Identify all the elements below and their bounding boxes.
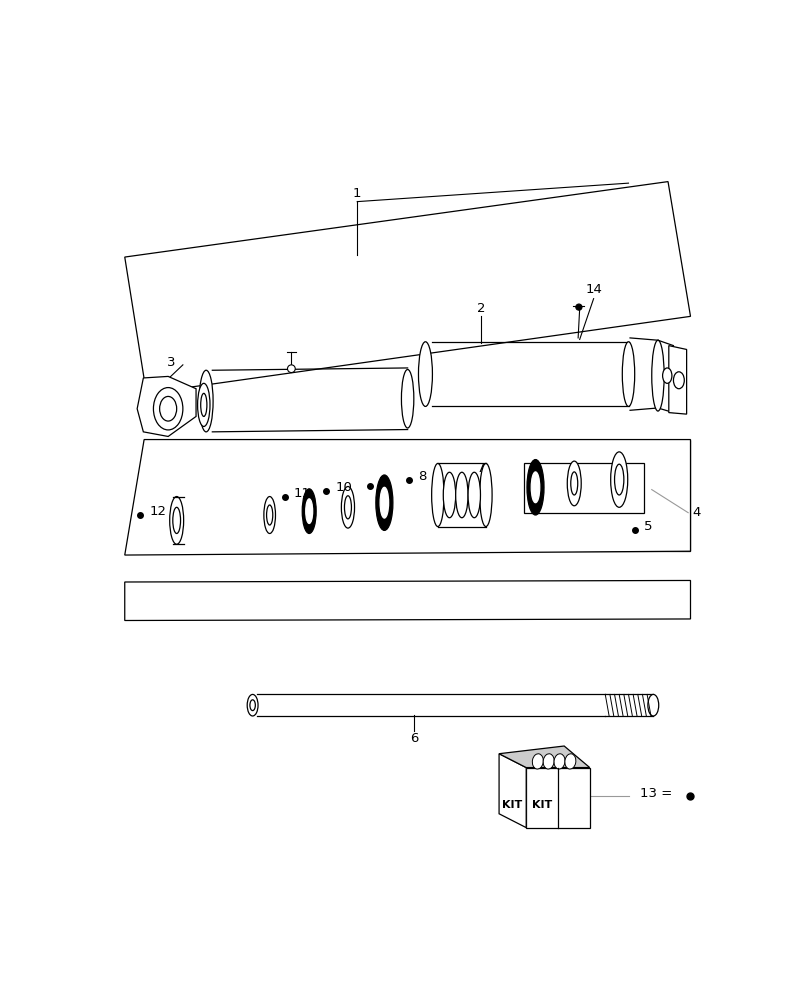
Ellipse shape [532,754,543,769]
Polygon shape [668,346,686,414]
Ellipse shape [526,460,543,515]
Text: 2: 2 [476,302,485,315]
Text: 11: 11 [294,487,311,500]
Ellipse shape [564,754,575,769]
Text: 7: 7 [476,462,485,475]
Text: 3: 3 [167,356,175,369]
Ellipse shape [567,461,581,506]
Ellipse shape [169,497,183,544]
Ellipse shape [199,370,212,432]
Polygon shape [125,182,689,393]
Ellipse shape [479,463,491,527]
Ellipse shape [575,304,581,310]
Ellipse shape [302,489,315,533]
Ellipse shape [467,472,480,518]
Ellipse shape [250,700,255,711]
Polygon shape [125,580,689,620]
Polygon shape [499,754,526,828]
Ellipse shape [570,472,577,495]
Ellipse shape [197,383,210,426]
Ellipse shape [455,472,467,518]
Text: 9: 9 [378,475,386,488]
Ellipse shape [614,464,623,495]
Ellipse shape [200,393,207,416]
Ellipse shape [647,694,658,716]
Text: 13 =: 13 = [639,787,672,800]
Ellipse shape [264,497,275,533]
Ellipse shape [305,499,312,523]
Text: 10: 10 [335,481,352,494]
Ellipse shape [380,487,388,518]
Text: 14: 14 [585,283,601,296]
Ellipse shape [247,694,258,716]
Text: 8: 8 [417,470,426,483]
Polygon shape [499,746,589,768]
Ellipse shape [672,372,684,389]
Polygon shape [657,340,672,413]
Text: 5: 5 [643,520,652,533]
Polygon shape [144,440,689,551]
Ellipse shape [530,472,539,503]
Ellipse shape [160,396,177,421]
Text: KIT: KIT [531,800,551,810]
Ellipse shape [173,507,180,533]
Polygon shape [125,440,689,555]
Ellipse shape [443,472,455,518]
Ellipse shape [431,463,444,527]
Polygon shape [523,463,643,513]
Ellipse shape [662,368,671,383]
Text: 12: 12 [149,505,166,518]
Polygon shape [526,768,589,828]
Ellipse shape [287,365,295,373]
Ellipse shape [543,754,553,769]
Ellipse shape [375,475,393,530]
Ellipse shape [621,342,634,406]
Text: KIT: KIT [501,800,521,810]
Text: 4: 4 [691,506,700,519]
Text: 1: 1 [353,187,361,200]
Ellipse shape [418,342,432,406]
Ellipse shape [344,496,351,519]
Ellipse shape [553,754,564,769]
Polygon shape [137,376,195,436]
Polygon shape [437,463,485,527]
Ellipse shape [266,505,272,525]
Text: 6: 6 [409,732,418,745]
Ellipse shape [341,487,354,528]
Ellipse shape [610,452,627,507]
Ellipse shape [651,340,663,411]
Ellipse shape [153,388,182,430]
Ellipse shape [401,369,414,428]
